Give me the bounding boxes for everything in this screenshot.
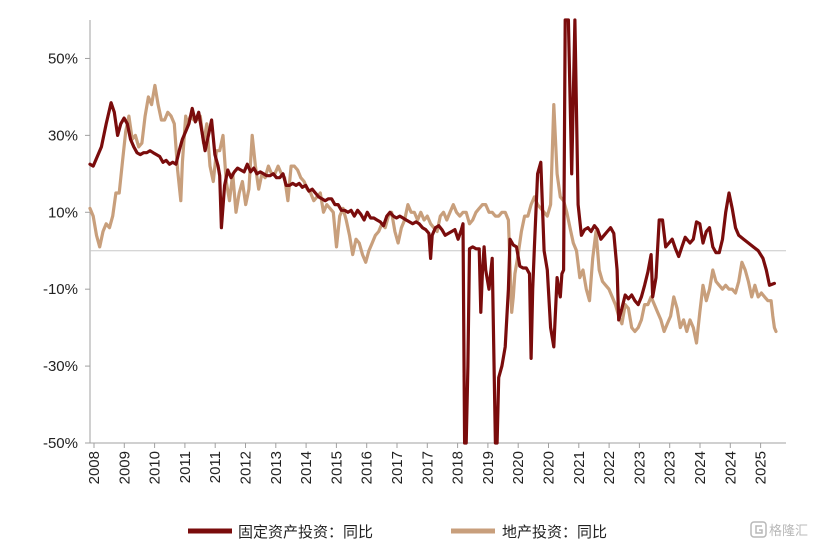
y-tick-label: 10%: [48, 204, 78, 221]
x-tick-label: 2017: [419, 451, 436, 484]
series-line-fixed-investment: [88, 18, 776, 445]
x-tick-label: 2023: [631, 451, 648, 484]
x-tick-label: 2011: [207, 451, 224, 483]
y-tick-label: 50%: [48, 50, 78, 67]
x-tick-label: 2025: [753, 451, 770, 484]
x-tick-label: 2013: [268, 451, 285, 484]
legend: 固定资产投资：同比 地产投资：同比: [188, 523, 607, 541]
x-tick-label: 2020: [541, 451, 558, 484]
logo-icon: [750, 521, 767, 538]
x-tick-label: 2014: [298, 451, 315, 484]
x-tick-label: 2020: [510, 451, 527, 484]
x-tick-label: 2023: [662, 451, 679, 484]
x-tick-label: 2008: [86, 451, 103, 484]
y-tick-label: -10%: [43, 281, 78, 298]
x-tick-label: 2019: [480, 451, 497, 484]
x-tick-label: 2011: [177, 451, 194, 483]
watermark-text: 格隆汇: [769, 523, 808, 539]
watermark: 格隆汇: [750, 521, 808, 539]
x-tick-label: 2022: [601, 451, 618, 484]
x-tick-label: 2009: [116, 451, 133, 484]
x-tick-label: 2017: [389, 451, 406, 484]
x-tick-label: 2024: [722, 451, 739, 484]
y-tick-label: -30%: [43, 358, 78, 375]
series-line-property-investment: [88, 83, 778, 345]
x-axis: 2008 2009 2010 2011 2011 2012 2013 2014 2015 2016…: [86, 442, 786, 484]
x-tick-label: 2016: [359, 451, 376, 484]
y-tick-label: -50%: [43, 435, 78, 452]
x-tick-label: 2021: [571, 451, 588, 484]
x-tick-label: 2010: [147, 451, 164, 484]
x-tick-label: 2015: [328, 451, 345, 484]
legend-label-property-investment: 地产投资：同比: [502, 523, 607, 541]
x-tick-label: 2024: [692, 451, 709, 484]
series-layer: [88, 18, 778, 445]
y-axis: 50% 30% 10% -10% -30% -50%: [43, 20, 786, 452]
x-tick-label: 2012: [238, 451, 255, 484]
x-tick-label: 2018: [450, 451, 467, 484]
y-tick-label: 30%: [48, 127, 78, 144]
legend-label-fixed-investment: 固定资产投资：同比: [238, 523, 373, 541]
